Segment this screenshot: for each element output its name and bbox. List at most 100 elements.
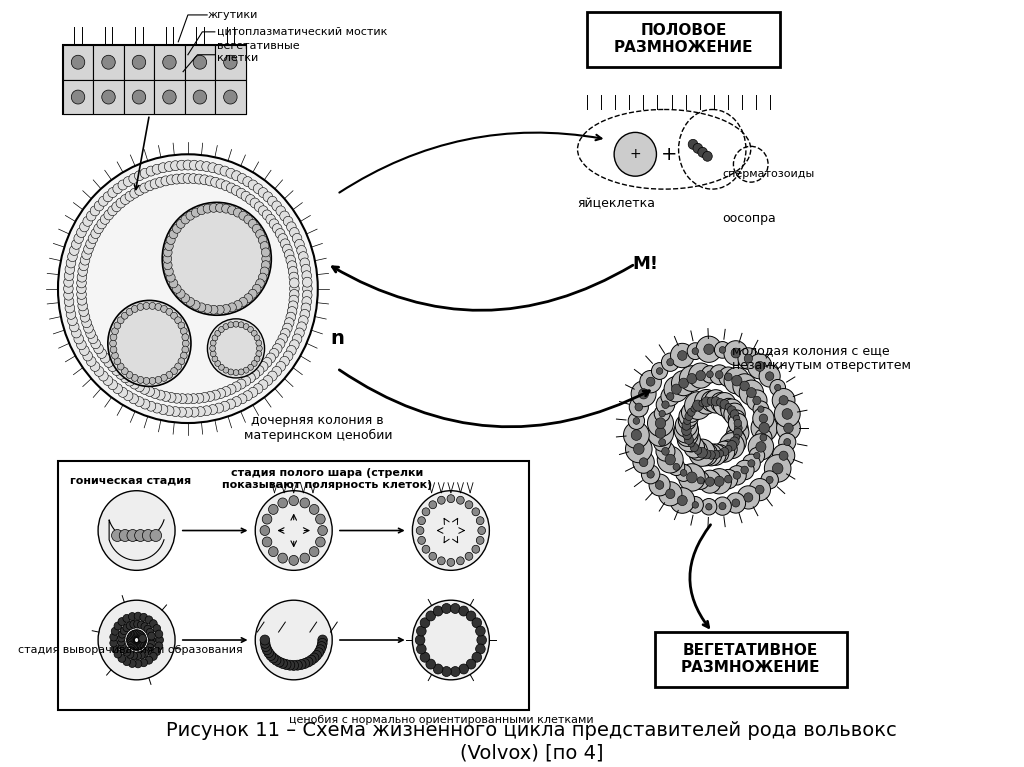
Circle shape [702, 151, 713, 161]
Circle shape [191, 301, 200, 309]
Circle shape [90, 361, 99, 371]
Circle shape [216, 179, 225, 189]
Circle shape [169, 279, 178, 288]
Circle shape [238, 173, 247, 183]
Circle shape [647, 410, 674, 436]
Circle shape [783, 439, 791, 446]
Circle shape [63, 284, 73, 294]
Circle shape [126, 650, 134, 658]
Circle shape [72, 239, 81, 249]
Circle shape [300, 553, 309, 563]
Circle shape [119, 642, 126, 650]
Circle shape [302, 277, 312, 287]
Circle shape [759, 414, 768, 423]
Circle shape [262, 645, 271, 655]
Circle shape [171, 161, 180, 171]
Circle shape [177, 160, 186, 170]
Circle shape [246, 373, 255, 383]
Circle shape [712, 445, 729, 463]
Circle shape [447, 558, 455, 566]
Circle shape [118, 654, 126, 663]
Circle shape [723, 430, 746, 454]
Circle shape [687, 496, 703, 513]
Circle shape [203, 304, 212, 314]
Circle shape [129, 173, 138, 183]
Circle shape [226, 384, 236, 394]
Circle shape [302, 271, 311, 281]
Circle shape [429, 501, 436, 509]
Circle shape [703, 344, 714, 354]
Circle shape [684, 437, 705, 458]
Circle shape [690, 443, 698, 452]
Circle shape [134, 630, 142, 638]
Circle shape [211, 390, 220, 400]
Circle shape [717, 450, 724, 457]
Circle shape [413, 601, 489, 680]
Circle shape [441, 667, 452, 676]
Circle shape [705, 390, 727, 413]
Circle shape [727, 406, 736, 415]
Bar [93, 44, 124, 80]
Circle shape [662, 353, 679, 371]
Circle shape [658, 482, 682, 506]
Circle shape [290, 340, 299, 350]
Circle shape [420, 618, 430, 627]
Circle shape [779, 451, 788, 460]
Circle shape [629, 397, 648, 417]
Circle shape [655, 481, 664, 489]
Bar [62, 44, 93, 80]
Circle shape [151, 179, 160, 189]
Circle shape [244, 294, 253, 303]
Circle shape [687, 374, 696, 384]
Circle shape [285, 660, 295, 670]
Circle shape [770, 380, 785, 396]
Circle shape [290, 289, 299, 299]
Circle shape [290, 278, 299, 288]
Circle shape [253, 183, 263, 193]
Circle shape [302, 284, 312, 294]
Circle shape [302, 290, 312, 300]
Circle shape [130, 642, 138, 650]
Circle shape [63, 290, 74, 300]
Circle shape [176, 289, 185, 298]
Text: n: n [330, 329, 344, 348]
Circle shape [114, 650, 122, 658]
Circle shape [290, 228, 299, 238]
Circle shape [678, 351, 687, 360]
Circle shape [719, 347, 726, 354]
Circle shape [732, 375, 742, 386]
Circle shape [226, 183, 236, 193]
Circle shape [215, 360, 220, 367]
Circle shape [284, 216, 293, 226]
Circle shape [183, 173, 193, 183]
Circle shape [262, 255, 270, 263]
Circle shape [730, 410, 739, 419]
Circle shape [165, 267, 173, 276]
Circle shape [654, 406, 670, 422]
Circle shape [128, 613, 136, 621]
Circle shape [714, 497, 731, 515]
Circle shape [671, 344, 694, 367]
Circle shape [437, 557, 445, 565]
Circle shape [282, 660, 291, 670]
Circle shape [156, 177, 165, 187]
Circle shape [210, 345, 215, 351]
Circle shape [649, 474, 670, 496]
Circle shape [742, 454, 760, 472]
Circle shape [280, 211, 290, 221]
Circle shape [110, 633, 118, 641]
Circle shape [260, 635, 269, 645]
Circle shape [272, 201, 282, 211]
Circle shape [80, 255, 90, 265]
Circle shape [215, 331, 220, 336]
Circle shape [730, 437, 739, 446]
Circle shape [701, 397, 712, 407]
Circle shape [129, 393, 138, 403]
Circle shape [692, 347, 698, 354]
Circle shape [120, 645, 128, 653]
Circle shape [134, 652, 141, 660]
Circle shape [189, 160, 199, 170]
Circle shape [272, 224, 282, 234]
Circle shape [214, 164, 223, 174]
Text: вегетативные
клетки: вегетативные клетки [217, 41, 299, 63]
